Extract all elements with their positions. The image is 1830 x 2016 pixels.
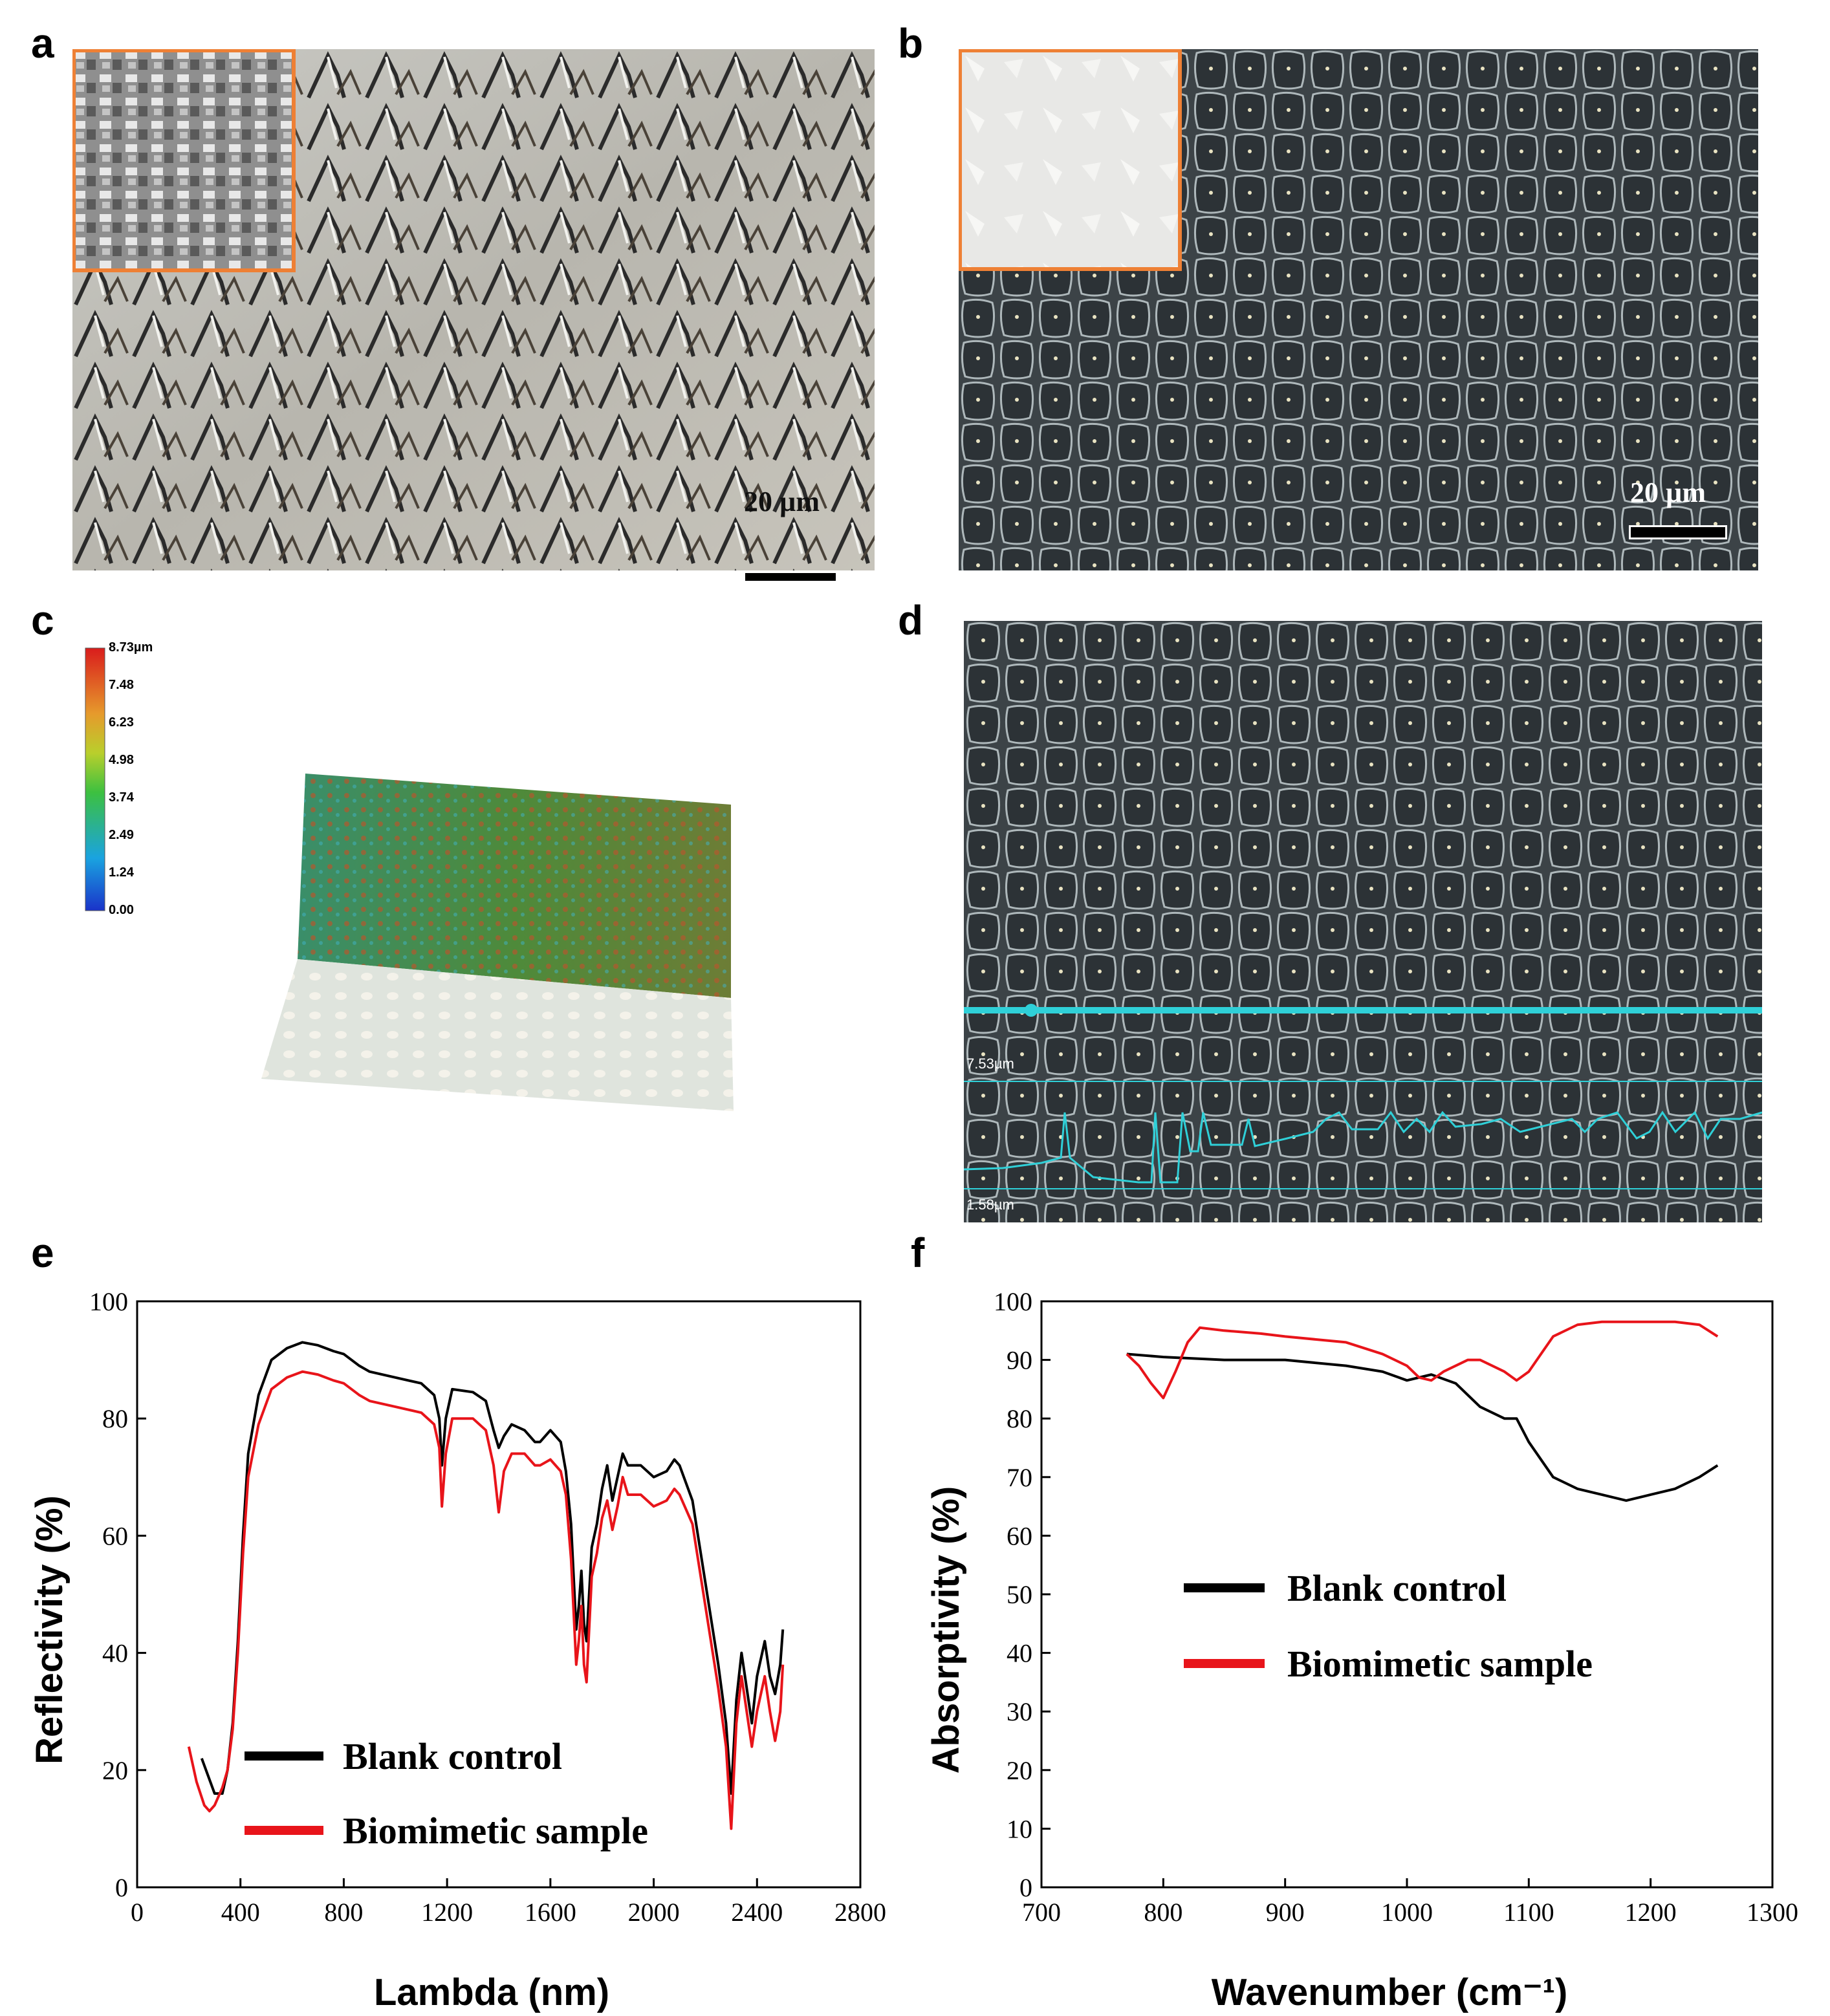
y-tick-label-e: 0: [115, 1873, 128, 1902]
colorbar-tick-1: 7.48: [109, 678, 134, 692]
y-tick-label-f: 40: [1007, 1639, 1032, 1668]
chart-f: 700 800 900 1000 1100 1200 1300 0 10 20 30 40 50 60 70…: [925, 1287, 1798, 2013]
legend-label-biomimetic-e: Biomimetic sample: [343, 1810, 648, 1852]
colorbar-tick-2: 6.23: [109, 715, 134, 730]
scale-bar-label-b: 20 µm: [1630, 477, 1706, 508]
y-tick-label-f: 20: [1007, 1756, 1032, 1785]
legend-label-blank-f: Blank control: [1287, 1567, 1507, 1609]
micrograph-b: [959, 49, 1758, 570]
scale-bar-label-a: 20 µm: [744, 486, 820, 517]
y-tick-label-f: 10: [1007, 1814, 1032, 1843]
y-tick-label-f: 80: [1007, 1404, 1032, 1433]
series-line-biomimetic-e: [187, 1370, 785, 1830]
y-tick-label-e: 20: [102, 1756, 128, 1785]
x-tick-label-e: 2400: [731, 1898, 783, 1927]
micrograph-d: [964, 621, 1762, 1222]
profile-max-label: 7.53µm: [966, 1056, 1014, 1072]
x-axis-title-f: Wavenumber (cm⁻¹): [1212, 1971, 1568, 2013]
y-tick-label-f: 0: [1019, 1873, 1032, 1902]
legend-label-biomimetic-f: Biomimetic sample: [1287, 1643, 1593, 1685]
panel-label-f: f: [911, 1230, 925, 1276]
y-tick-label-e: 100: [89, 1287, 128, 1316]
x-tick-label-e: 400: [221, 1898, 260, 1927]
series-line-blank-e: [200, 1341, 785, 1795]
x-tick-label-f: 1300: [1747, 1898, 1798, 1927]
micrograph-a: [72, 49, 875, 570]
x-tick-label-e: 2000: [628, 1898, 680, 1927]
inset-photo-a: [72, 49, 296, 272]
colorbar-tick-6: 1.24: [109, 865, 134, 880]
y-tick-label-f: 50: [1007, 1580, 1032, 1609]
x-tick-label-e: 0: [131, 1898, 144, 1927]
y-tick-label-e: 40: [102, 1639, 128, 1668]
panel-label-b: b: [898, 20, 924, 67]
panel-label-d: d: [898, 597, 924, 644]
panel-label-a: a: [31, 20, 54, 67]
series-line-blank-f: [1126, 1352, 1719, 1502]
scale-bar-b: [1629, 525, 1727, 539]
colorbar-tick-7: 0.00: [109, 903, 134, 917]
legend-label-blank-e: Blank control: [343, 1735, 562, 1777]
x-tick-label-f: 900: [1266, 1898, 1305, 1927]
y-axis-title-f: Absorptivity (%): [925, 1486, 967, 1774]
x-axis-title-e: Lambda (nm): [374, 1971, 609, 2013]
plot-frame-e: [136, 1300, 862, 1889]
y-tick-label-e: 80: [102, 1404, 128, 1433]
x-tick-label-f: 700: [1022, 1898, 1061, 1927]
colorbar-title: 8.73µm: [109, 640, 153, 655]
colorbar-tick-4: 3.74: [109, 790, 134, 805]
height-profile: [964, 1111, 1762, 1184]
profile-min-label: 1.58µm: [966, 1197, 1014, 1213]
y-tick-label-f: 90: [1007, 1346, 1032, 1375]
surface-3d-c: [72, 620, 875, 1215]
x-tick-label-e: 800: [324, 1898, 363, 1927]
legend-f: Blank control Biomimetic sample: [1184, 1567, 1593, 1685]
panel-label-c: c: [31, 597, 54, 644]
legend-e: Blank control Biomimetic sample: [245, 1735, 648, 1852]
y-tick-label-e: 60: [102, 1521, 128, 1550]
colorbar: [85, 647, 105, 911]
y-tick-label-f: 100: [994, 1287, 1032, 1316]
y-tick-label-f: 70: [1007, 1463, 1032, 1492]
y-axis-title-e: Reflectivity (%): [28, 1495, 71, 1764]
panel-label-e: e: [31, 1230, 54, 1276]
series-line-biomimetic-f: [1126, 1320, 1719, 1400]
x-tick-label-e: 1200: [421, 1898, 473, 1927]
x-tick-label-e: 1600: [525, 1898, 576, 1927]
x-tick-label-e: 2800: [834, 1898, 886, 1927]
colorbar-tick-3: 4.98: [109, 753, 134, 767]
y-tick-label-f: 30: [1007, 1697, 1032, 1726]
y-tick-label-f: 60: [1007, 1521, 1032, 1550]
x-tick-label-f: 1100: [1503, 1898, 1554, 1927]
inset-photo-b: [959, 49, 1182, 271]
scale-bar-a: [745, 573, 836, 581]
x-tick-label-f: 1200: [1625, 1898, 1677, 1927]
colorbar-tick-5: 2.49: [109, 828, 134, 842]
x-tick-label-f: 800: [1144, 1898, 1182, 1927]
x-tick-label-f: 1000: [1381, 1898, 1433, 1927]
chart-e: 0 400 800 1200 1600 2000 2400 2800020406080100 …: [28, 1287, 886, 2013]
